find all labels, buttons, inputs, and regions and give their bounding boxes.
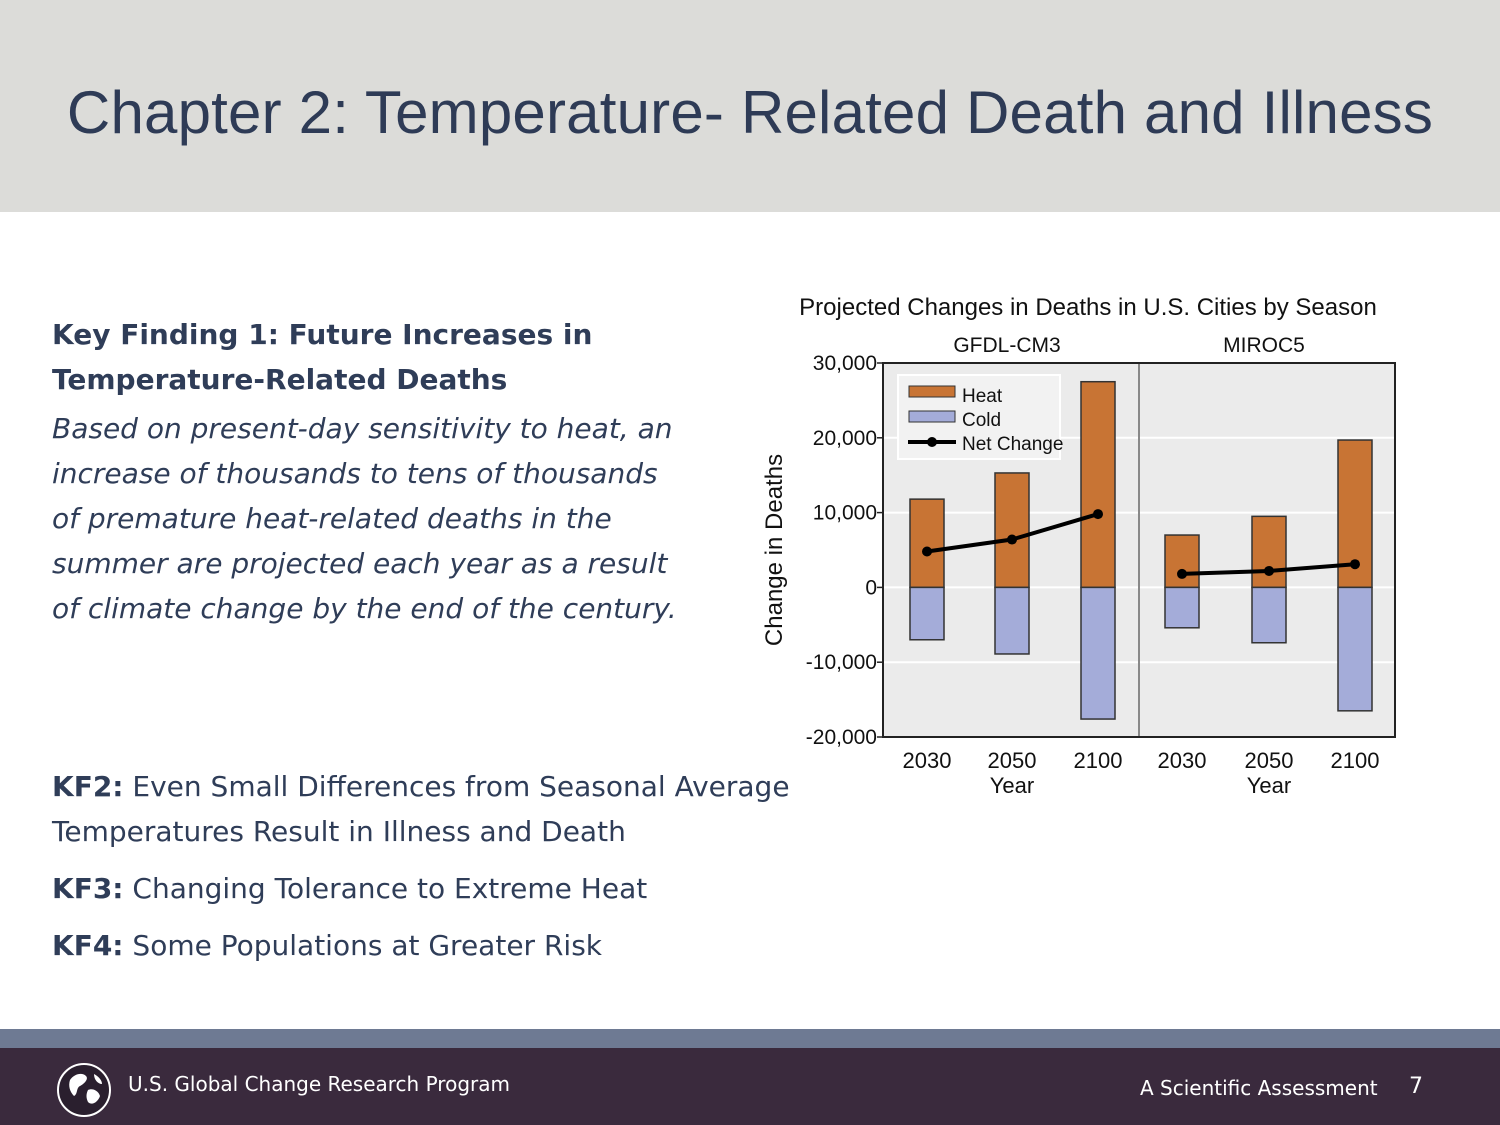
legend-cold-label: Cold (962, 410, 1001, 431)
panel-label: GFDL-CM3 (953, 334, 1060, 357)
x-axis-label: Year (990, 773, 1034, 798)
key-finding-3: KF3: Changing Tolerance to Extreme Heat (52, 866, 812, 911)
y-tick-label: 10,000 (813, 502, 877, 525)
page-number: 7 (1409, 1074, 1423, 1099)
footer-band (0, 1029, 1500, 1048)
cold-bar (994, 586, 1030, 655)
x-tick-label: 2100 (1074, 748, 1123, 773)
plot-frame (882, 362, 1396, 738)
x-tick-label: 2100 (1331, 748, 1380, 773)
chart-title: Projected Changes in Deaths in U.S. Citi… (799, 294, 1377, 321)
x-tick-label: 2050 (1245, 748, 1294, 773)
kf3-label: KF3: (52, 872, 124, 905)
heat-bar (1164, 534, 1200, 589)
legend-net-label: Net Change (962, 434, 1063, 455)
y-tick-label: 30,000 (813, 352, 877, 375)
net-change-point (1177, 568, 1187, 579)
kf3-text: Changing Tolerance to Extreme Heat (132, 872, 648, 905)
x-tick-label: 2030 (903, 748, 952, 773)
legend-heat-swatch (908, 385, 956, 398)
y-tick-label: -20,000 (806, 726, 877, 749)
legend-cold-swatch (908, 410, 956, 423)
deaths-chart: 30,000 20,000 10,000 0 -10,000 -20,000 Project… (761, 294, 1396, 798)
heat-bar (1080, 380, 1116, 589)
net-change-point (1007, 534, 1017, 545)
footer-org: U.S. Global Change Research Program (128, 1072, 510, 1096)
heat-bar (994, 472, 1030, 589)
key-finding-4: KF4: Some Populations at Greater Risk (52, 923, 812, 968)
cold-bar (1337, 586, 1373, 712)
heat-bar (1251, 515, 1287, 589)
kf4-text: Some Populations at Greater Risk (132, 929, 602, 962)
cold-bar (1251, 586, 1287, 644)
net-change-point (1093, 509, 1103, 520)
net-change-point (922, 546, 932, 557)
cold-bar (1080, 586, 1116, 720)
slide-title: Chapter 2: Temperature- Related Death an… (66, 79, 1434, 146)
y-axis-label: Change in Deaths (761, 454, 788, 646)
net-change-point (1264, 565, 1274, 576)
x-tick-label: 2050 (988, 748, 1037, 773)
kf1-body: Based on present-day sensitivity to heat… (52, 412, 677, 625)
y-tick-label: 0 (865, 576, 877, 599)
key-finding-1: Key Finding 1: Future Increases in Tempe… (52, 312, 812, 631)
heat-bar (909, 498, 945, 589)
kf4-label: KF4: (52, 929, 124, 962)
footer: U.S. Global Change Research Program A Sc… (0, 1048, 1500, 1125)
kf2-text: Even Small Differences from Seasonal Ave… (52, 770, 790, 848)
legend-heat-label: Heat (962, 386, 1003, 407)
globe-icon (57, 1063, 111, 1117)
kf1-heading: Key Finding 1: Future Increases in Tempe… (52, 318, 593, 396)
header-band: Chapter 2: Temperature- Related Death an… (0, 0, 1500, 212)
legend-net-point (927, 437, 937, 447)
footer-assessment: A Scientific Assessment (1140, 1076, 1378, 1100)
kf2-label: KF2: (52, 770, 124, 803)
cold-bar (1164, 586, 1200, 629)
key-finding-2: KF2: Even Small Differences from Seasona… (52, 764, 812, 854)
y-tick-label: 20,000 (813, 427, 877, 450)
panel-label: MIROC5 (1223, 334, 1305, 357)
x-tick-label: 2030 (1158, 748, 1207, 773)
net-change-point (1350, 559, 1360, 570)
cold-bar (909, 586, 945, 641)
x-axis-label: Year (1247, 773, 1291, 798)
y-tick-label: -10,000 (806, 651, 877, 674)
